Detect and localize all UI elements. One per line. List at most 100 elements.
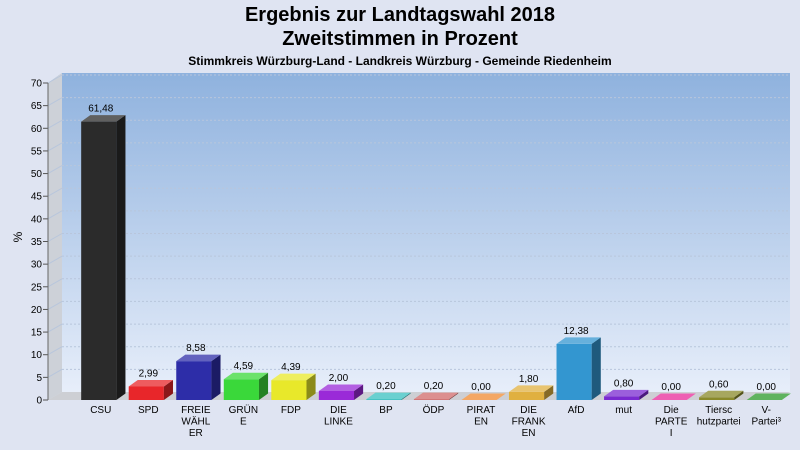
plot-area (62, 73, 790, 392)
gridline-wall (47, 300, 63, 310)
bar-side (116, 115, 126, 400)
bar (556, 337, 601, 400)
bar-top (128, 379, 173, 387)
y-tick-label: 0 (36, 396, 42, 407)
gridline-wall (47, 255, 63, 265)
gridline-wall (47, 119, 63, 129)
bar-value-label: 0,20 (424, 381, 444, 392)
bar-front (556, 343, 592, 400)
bar-value-label: 0,00 (471, 382, 491, 393)
chart-title: Ergebnis zur Landtagswahl 2018 (244, 4, 556, 26)
bar-top (604, 389, 649, 397)
gridline-wall (47, 233, 63, 242)
bar (366, 392, 411, 400)
bar-value-label: 0,00 (756, 382, 776, 393)
bar-side (639, 389, 649, 400)
bar (651, 393, 696, 400)
bar-side (734, 390, 744, 400)
bar-value-label: 0,60 (709, 379, 729, 390)
bar-value-label: 0,80 (614, 378, 634, 389)
x-category-label: V-Partei³ (752, 405, 782, 428)
bar (81, 115, 126, 400)
gridline-wall (47, 323, 63, 333)
bar-top (746, 393, 791, 400)
bar (176, 354, 221, 400)
gridline-wall (47, 187, 63, 197)
bar (699, 390, 744, 400)
bar-top (556, 337, 601, 344)
x-category-label: ÖDP (423, 404, 445, 416)
y-tick-label: 20 (31, 305, 43, 316)
bar (271, 373, 316, 400)
bar-front (366, 399, 402, 400)
bar-front (81, 121, 117, 400)
bar-top (366, 392, 411, 400)
gridline-wall (47, 165, 63, 175)
bar (604, 389, 649, 400)
bar-side (544, 385, 554, 400)
bar-top (651, 393, 696, 400)
bar-top (413, 392, 459, 400)
gridline-wall (47, 278, 63, 288)
gridline-wall (47, 142, 63, 152)
bar-top (318, 384, 364, 391)
y-tick-label: 45 (31, 192, 43, 203)
bar-value-label: 61,48 (88, 104, 113, 115)
x-category-label: FREIE WÄHL ER (181, 405, 211, 439)
gridline-wall (47, 368, 63, 378)
bar-side (449, 392, 459, 400)
bar (318, 384, 364, 400)
bar-value-label: 2,99 (139, 368, 159, 379)
bar (746, 393, 791, 400)
x-category-label: DIE LINKE (324, 405, 353, 428)
y-tick-label: 40 (31, 214, 43, 225)
bar-value-label: 4,59 (234, 361, 254, 372)
x-category-label: SPD (138, 405, 159, 416)
x-category-label: Tiersc hutzpartei (697, 405, 741, 428)
y-tick-label: 35 (31, 237, 43, 248)
y-tick-label: 30 (31, 260, 43, 271)
bar-front (413, 399, 450, 400)
bar-front (508, 391, 545, 400)
bar-value-label: 0,20 (376, 381, 396, 392)
bar-top (461, 393, 506, 400)
bar-front (604, 396, 640, 400)
y-tick-label: 65 (31, 101, 43, 112)
bar-side (401, 392, 411, 400)
y-tick-label: 55 (31, 146, 43, 157)
bar-side (591, 337, 601, 400)
y-tick-label: 70 (31, 79, 43, 90)
bar-front (699, 397, 735, 400)
x-category-label: CSU (90, 405, 111, 416)
bar-value-label: 4,39 (281, 362, 301, 373)
x-category-label: FDP (281, 405, 301, 416)
x-category-label: mut (615, 405, 632, 416)
bar-top (699, 390, 744, 398)
bar-front (223, 379, 259, 400)
bar-value-label: 0,00 (661, 382, 681, 393)
x-category-label: PIRAT EN (467, 405, 496, 428)
x-category-label: Die PARTE I (655, 405, 688, 439)
bar-side (211, 354, 221, 400)
bar-front (318, 390, 355, 400)
gridline-wall (47, 97, 63, 107)
bar-top (508, 385, 554, 392)
bar-side (258, 372, 269, 400)
y-tick-label: 10 (31, 350, 43, 361)
chart-subtitle-location: Stimmkreis Würzburg-Land - Landkreis Wür… (188, 54, 612, 68)
bar-top (223, 372, 269, 380)
bar-front (128, 386, 164, 400)
bar (508, 385, 554, 400)
bar-value-label: 12,38 (564, 326, 589, 337)
y-tick-label: 60 (31, 124, 43, 135)
bar-side (354, 384, 364, 400)
bar (461, 393, 506, 400)
bar-top (271, 373, 316, 381)
y-tick-label: 5 (36, 373, 42, 384)
bar-top (176, 354, 221, 362)
bar (128, 379, 173, 400)
bar-value-label: 8,58 (186, 343, 206, 354)
bar (413, 392, 459, 400)
